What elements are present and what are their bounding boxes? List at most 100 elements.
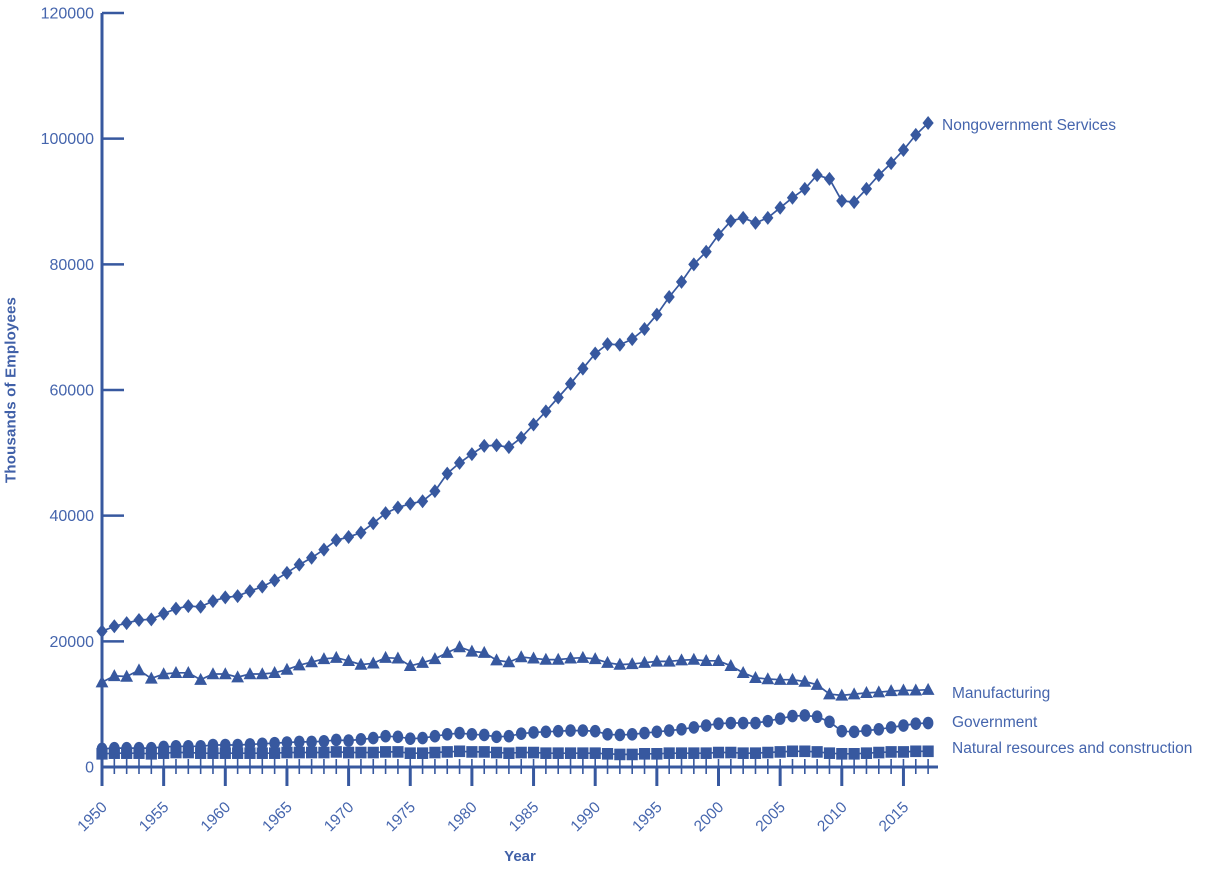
x-axis-title: Year (504, 848, 536, 865)
marker-square (601, 748, 614, 760)
marker-triangle (588, 652, 602, 665)
marker-square (700, 747, 712, 759)
marker-triangle (761, 672, 775, 685)
marker-circle (220, 738, 231, 752)
marker-circle (540, 725, 552, 739)
marker-triangle (835, 688, 849, 701)
x-tick-label: 1990 (568, 799, 605, 836)
marker-triangle (391, 651, 405, 664)
marker-diamond (712, 227, 725, 242)
x-tick-label: 2015 (876, 799, 912, 835)
marker-square (379, 746, 392, 758)
marker-circle (417, 731, 428, 745)
marker-circle (799, 709, 811, 722)
marker-diamond (195, 599, 207, 614)
marker-triangle (169, 665, 183, 678)
marker-diamond (873, 168, 885, 183)
marker-diamond (108, 619, 120, 634)
marker-triangle (403, 659, 417, 672)
marker-triangle (144, 671, 158, 684)
marker-square (712, 746, 725, 759)
marker-square (873, 746, 885, 759)
marker-diamond (786, 190, 799, 205)
y-tick-label: 60000 (50, 383, 95, 400)
y-axis-title: Thousands of Employees (2, 296, 20, 484)
marker-diamond (170, 601, 182, 616)
marker-circle (330, 733, 342, 747)
marker-triangle (317, 652, 331, 665)
marker-triangle (736, 665, 750, 678)
marker-triangle (218, 667, 232, 680)
x-tick-label: 2010 (814, 799, 851, 836)
marker-diamond (133, 612, 145, 627)
x-tick-label: 1975 (383, 799, 419, 835)
marker-circle (552, 724, 564, 738)
marker-diamond (441, 466, 453, 481)
marker-square (836, 748, 848, 760)
marker-circle (232, 738, 243, 752)
marker-diamond (922, 115, 934, 130)
x-tick-label: 1960 (198, 799, 235, 836)
marker-square (453, 745, 466, 758)
marker-square (823, 747, 836, 759)
marker-triangle (860, 686, 873, 699)
y-tick-label: 80000 (50, 257, 95, 274)
marker-triangle (699, 654, 713, 667)
marker-square (404, 747, 416, 759)
marker-diamond (96, 624, 108, 639)
marker-square (651, 748, 663, 760)
marker-square (429, 746, 441, 759)
marker-triangle (773, 672, 787, 685)
marker-triangle (329, 650, 343, 663)
marker-diamond (540, 404, 552, 419)
x-tick-label: 1950 (74, 799, 111, 836)
marker-diamond (182, 599, 194, 614)
marker-diamond (737, 210, 749, 225)
marker-circle (293, 735, 305, 749)
marker-diamond (848, 195, 860, 210)
marker-circle (639, 726, 650, 740)
marker-diamond (355, 525, 367, 540)
marker-square (466, 746, 478, 758)
marker-circle (158, 740, 169, 754)
marker-square (774, 746, 786, 758)
marker-diamond (392, 500, 404, 515)
marker-circle (898, 719, 909, 732)
marker-square (256, 747, 268, 759)
marker-square (688, 747, 700, 759)
marker-square (503, 747, 515, 759)
marker-square (367, 746, 379, 759)
marker-circle (910, 717, 922, 730)
series-label-natural-resources: Natural resources and construction (952, 740, 1193, 757)
x-tick-label: 2000 (691, 799, 728, 836)
marker-circle (861, 724, 872, 737)
marker-square (762, 746, 774, 759)
marker-triangle (527, 651, 540, 664)
marker-triangle (823, 687, 836, 700)
marker-square (860, 747, 873, 759)
marker-diamond (675, 274, 688, 289)
marker-triangle (921, 682, 935, 695)
marker-circle (466, 728, 478, 741)
marker-triangle (416, 655, 429, 668)
marker-triangle (798, 674, 812, 687)
marker-square (589, 747, 601, 759)
marker-triangle (712, 654, 725, 667)
marker-diamond (256, 579, 268, 594)
marker-circle (836, 724, 848, 738)
marker-circle (404, 732, 416, 746)
marker-circle (170, 739, 182, 753)
marker-diamond (343, 530, 355, 545)
marker-diamond (466, 447, 478, 462)
marker-triangle (95, 675, 109, 688)
marker-circle (700, 719, 712, 732)
marker-diamond (799, 181, 811, 196)
marker-circle (183, 739, 194, 753)
marker-triangle (477, 645, 491, 658)
marker-triangle (786, 672, 799, 685)
marker-diamond (490, 438, 503, 453)
marker-triangle (428, 652, 442, 665)
marker-diamond (293, 557, 305, 572)
marker-circle (256, 737, 268, 751)
